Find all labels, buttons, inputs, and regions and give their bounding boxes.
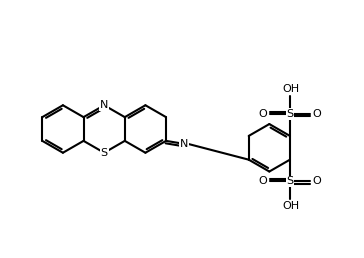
Text: S: S — [286, 176, 293, 187]
Text: N: N — [100, 100, 108, 110]
Text: O: O — [312, 176, 321, 187]
Text: S: S — [286, 109, 293, 119]
Text: O: O — [259, 176, 268, 187]
Text: OH: OH — [282, 84, 300, 94]
Text: S: S — [100, 148, 108, 158]
Text: OH: OH — [282, 201, 300, 211]
Text: N: N — [180, 139, 188, 149]
Text: O: O — [312, 109, 321, 119]
Text: O: O — [259, 109, 268, 119]
